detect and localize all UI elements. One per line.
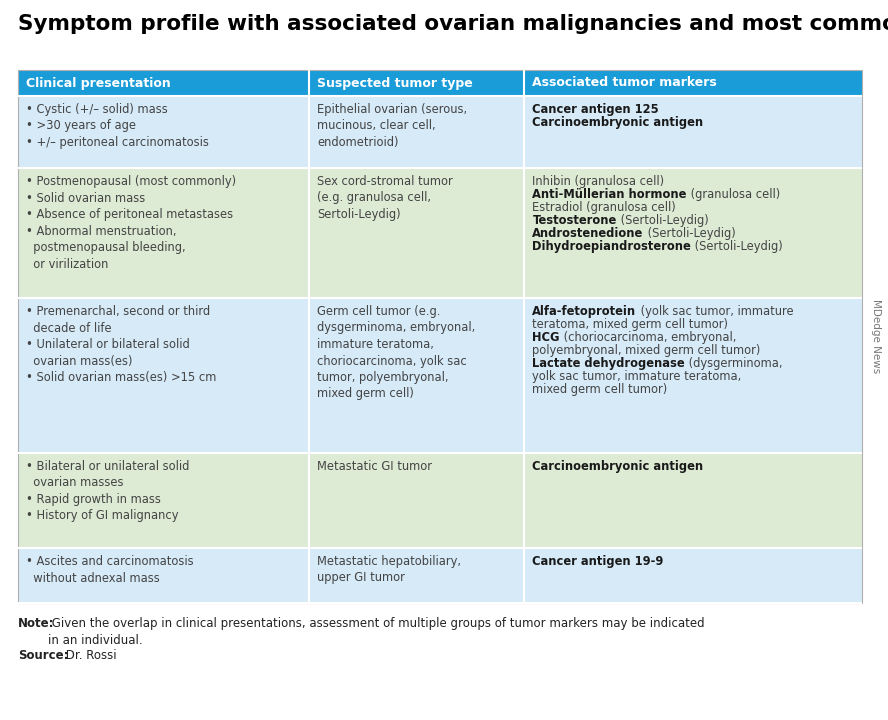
Text: teratoma, mixed germ cell tumor): teratoma, mixed germ cell tumor) bbox=[533, 318, 728, 331]
Bar bbox=[309, 168, 525, 298]
Text: Testosterone: Testosterone bbox=[533, 214, 616, 227]
Text: (granulosa cell): (granulosa cell) bbox=[686, 188, 780, 201]
Bar bbox=[309, 298, 525, 453]
Bar bbox=[18, 70, 309, 96]
Text: Carcinoembryonic antigen: Carcinoembryonic antigen bbox=[533, 460, 703, 473]
Text: yolk sac tumor, immature teratoma,: yolk sac tumor, immature teratoma, bbox=[533, 370, 741, 383]
Text: Cancer antigen 125: Cancer antigen 125 bbox=[533, 103, 659, 116]
Text: • Cystic (+/– solid) mass
• >30 years of age
• +/– peritoneal carcinomatosis: • Cystic (+/– solid) mass • >30 years of… bbox=[26, 103, 209, 149]
Bar bbox=[18, 298, 309, 453]
Bar bbox=[525, 70, 862, 96]
Text: HCG: HCG bbox=[533, 331, 560, 344]
Text: Clinical presentation: Clinical presentation bbox=[26, 76, 170, 89]
Text: Lactate dehydrogenase: Lactate dehydrogenase bbox=[533, 357, 685, 370]
Bar bbox=[525, 548, 862, 603]
Text: Symptom profile with associated ovarian malignancies and most common markers: Symptom profile with associated ovarian … bbox=[18, 14, 888, 34]
Text: mixed germ cell tumor): mixed germ cell tumor) bbox=[533, 383, 668, 396]
Text: Source:: Source: bbox=[18, 649, 68, 662]
Text: MDedge News: MDedge News bbox=[871, 300, 881, 374]
Text: Metastatic GI tumor: Metastatic GI tumor bbox=[317, 460, 432, 473]
Text: Carcinoembryonic antigen: Carcinoembryonic antigen bbox=[533, 116, 703, 129]
Text: (dysgerminoma,: (dysgerminoma, bbox=[685, 357, 782, 370]
Text: • Bilateral or unilateral solid
  ovarian masses
• Rapid growth in mass
• Histor: • Bilateral or unilateral solid ovarian … bbox=[26, 460, 189, 523]
Text: Estradiol (granulosa cell): Estradiol (granulosa cell) bbox=[533, 201, 676, 214]
Text: Note:: Note: bbox=[18, 617, 54, 630]
Bar bbox=[18, 453, 309, 548]
Text: Given the overlap in clinical presentations, assessment of multiple groups of tu: Given the overlap in clinical presentati… bbox=[48, 617, 704, 647]
Text: Dr. Rossi: Dr. Rossi bbox=[62, 649, 116, 662]
Bar bbox=[525, 168, 862, 298]
Text: Alfa-fetoprotein: Alfa-fetoprotein bbox=[533, 305, 637, 318]
Text: • Postmenopausal (most commonly)
• Solid ovarian mass
• Absence of peritoneal me: • Postmenopausal (most commonly) • Solid… bbox=[26, 175, 236, 271]
Bar bbox=[18, 96, 309, 168]
Text: (yolk sac tumor, immature: (yolk sac tumor, immature bbox=[637, 305, 793, 318]
Bar bbox=[18, 70, 862, 603]
Text: (choriocarcinoma, embryonal,: (choriocarcinoma, embryonal, bbox=[560, 331, 736, 344]
Bar bbox=[309, 453, 525, 548]
Text: (Sertoli-Leydig): (Sertoli-Leydig) bbox=[616, 214, 709, 227]
Text: • Ascites and carcinomatosis
  without adnexal mass: • Ascites and carcinomatosis without adn… bbox=[26, 555, 194, 585]
Bar bbox=[309, 548, 525, 603]
Text: Suspected tumor type: Suspected tumor type bbox=[317, 76, 473, 89]
Text: Anti-Müllerian hormone: Anti-Müllerian hormone bbox=[533, 188, 686, 201]
Text: (Sertoli-Leydig): (Sertoli-Leydig) bbox=[691, 240, 783, 253]
Text: Metastatic hepatobiliary,
upper GI tumor: Metastatic hepatobiliary, upper GI tumor bbox=[317, 555, 461, 585]
Text: Cancer antigen 19-9: Cancer antigen 19-9 bbox=[533, 555, 663, 568]
Text: Associated tumor markers: Associated tumor markers bbox=[533, 76, 718, 89]
Text: polyembryonal, mixed germ cell tumor): polyembryonal, mixed germ cell tumor) bbox=[533, 344, 761, 357]
Text: Germ cell tumor (e.g.
dysgerminoma, embryonal,
immature teratoma,
choriocarcinom: Germ cell tumor (e.g. dysgerminoma, embr… bbox=[317, 305, 475, 400]
Text: Dihydroepiandrosterone: Dihydroepiandrosterone bbox=[533, 240, 691, 253]
Text: Inhibin (granulosa cell): Inhibin (granulosa cell) bbox=[533, 175, 664, 188]
Bar bbox=[309, 96, 525, 168]
Text: Epithelial ovarian (serous,
mucinous, clear cell,
endometrioid): Epithelial ovarian (serous, mucinous, cl… bbox=[317, 103, 467, 149]
Text: (Sertoli-Leydig): (Sertoli-Leydig) bbox=[644, 227, 735, 240]
Bar bbox=[525, 453, 862, 548]
Bar bbox=[18, 168, 309, 298]
Text: • Premenarchal, second or third
  decade of life
• Unilateral or bilateral solid: • Premenarchal, second or third decade o… bbox=[26, 305, 217, 384]
Bar bbox=[525, 96, 862, 168]
Bar bbox=[309, 70, 525, 96]
Text: Androstenedione: Androstenedione bbox=[533, 227, 644, 240]
Text: Sex cord-stromal tumor
(e.g. granulosa cell,
Sertoli-Leydig): Sex cord-stromal tumor (e.g. granulosa c… bbox=[317, 175, 453, 221]
Bar bbox=[18, 548, 309, 603]
Bar bbox=[525, 298, 862, 453]
